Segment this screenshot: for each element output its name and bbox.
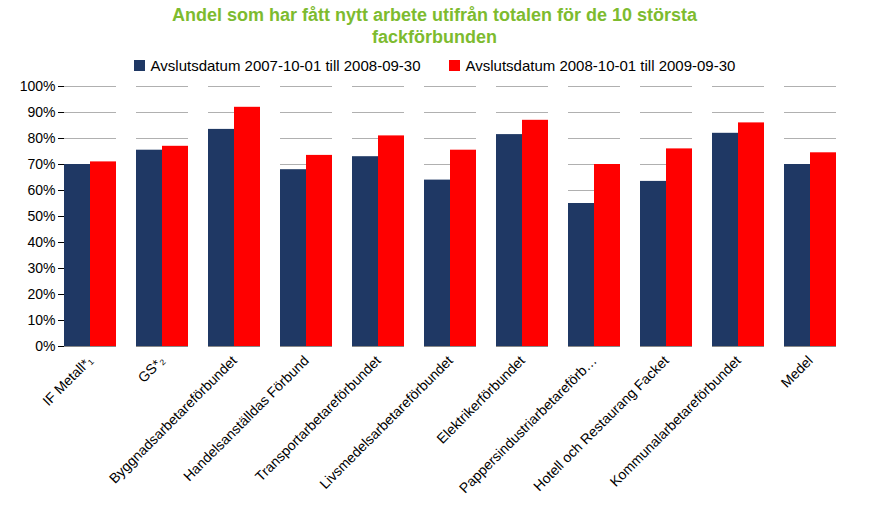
svg-text:Byggnadsarbetareförbundet: Byggnadsarbetareförbundet xyxy=(106,352,240,486)
html-text:Avslutsdatum 2008-10-01 till 2: Avslutsdatum 2008-10-01 till 2009-09-30 xyxy=(465,56,736,74)
svg-text:50%: 50% xyxy=(27,208,55,224)
svg-text:Kommunalarbetareförbundet: Kommunalarbetareförbundet xyxy=(606,352,743,489)
html-text:Avslutsdatum 2007-10-01 till 2: Avslutsdatum 2007-10-01 till 2008-09-30 xyxy=(150,56,421,74)
svg-text:0%: 0% xyxy=(35,338,55,354)
svg-text:40%: 40% xyxy=(27,234,55,250)
svg-text:Hotell och Restaurang Facket: Hotell och Restaurang Facket xyxy=(530,352,672,494)
svg-text:10%: 10% xyxy=(27,312,55,328)
svg-text:20%: 20% xyxy=(27,286,55,302)
svg-text:Livsmedelsarbetareförbundet: Livsmedelsarbetareförbundet xyxy=(316,352,456,492)
svg-text:90%: 90% xyxy=(27,104,55,120)
svg-text:30%: 30% xyxy=(27,260,55,276)
svg-text:100%: 100% xyxy=(20,78,56,94)
html-text:Andel som har fått nytt arbete: Andel som har fått nytt arbete utifrån t… xyxy=(172,5,697,47)
svg-text:GS*₂: GS*₂ xyxy=(134,352,167,385)
svg-text:IF Metall*₁: IF Metall*₁ xyxy=(39,352,96,409)
svg-text:Transportarbetareförbundet: Transportarbetareförbundet xyxy=(252,352,384,484)
svg-text:60%: 60% xyxy=(27,182,55,198)
svg-text:Pappersindustriarbetareförb…: Pappersindustriarbetareförb… xyxy=(456,352,600,496)
svg-text:Elektrikerförbundet: Elektrikerförbundet xyxy=(433,352,528,447)
svg-text:80%: 80% xyxy=(27,130,55,146)
svg-text:Handelsanställdas Förbund: Handelsanställdas Förbund xyxy=(180,352,312,484)
svg-text:70%: 70% xyxy=(27,156,55,172)
svg-text:Medel: Medel xyxy=(778,352,816,390)
